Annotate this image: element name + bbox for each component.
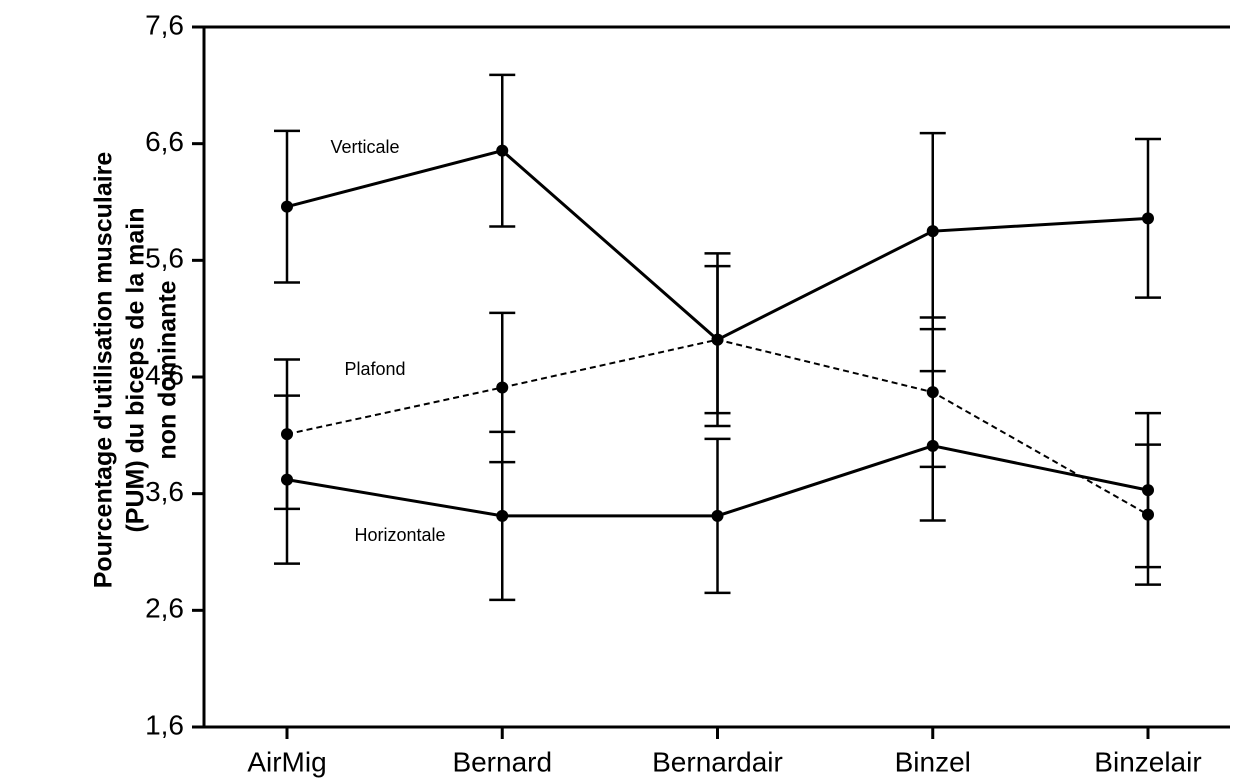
point: [496, 381, 509, 394]
y-tick-label: 4,6: [145, 359, 184, 390]
point: [281, 200, 293, 213]
y-tick-label: 3,6: [145, 476, 184, 507]
series-label: Horizontale: [354, 525, 445, 545]
y-tick-label: 2,6: [145, 593, 184, 624]
point: [711, 333, 724, 346]
point: [281, 473, 293, 486]
x-tick-label: Binzel: [895, 746, 971, 777]
x-tick-label: Bernardair: [652, 746, 783, 777]
point: [496, 509, 509, 522]
point: [711, 509, 724, 522]
y-tick-label: 6,6: [145, 126, 184, 157]
series-label: Plafond: [344, 359, 405, 379]
x-tick-label: AirMig: [247, 746, 326, 777]
point: [926, 225, 939, 238]
point: [1142, 484, 1154, 497]
point: [926, 439, 939, 452]
x-tick-label: Binzelair: [1094, 746, 1201, 777]
point: [1142, 212, 1154, 225]
y-axis-label: Pourcentage d'utilisation musculaire: [90, 152, 118, 589]
y-tick-label: 5,6: [145, 243, 184, 274]
y-axis-label: non dominante: [154, 280, 182, 459]
x-tick-label: Bernard: [452, 746, 552, 777]
y-axis-label: (PUM) du biceps de la main: [122, 207, 150, 532]
point: [496, 144, 509, 157]
y-tick-label: 7,6: [145, 9, 184, 40]
y-tick-label: 1,6: [145, 709, 184, 740]
series-label: Verticale: [330, 137, 399, 157]
